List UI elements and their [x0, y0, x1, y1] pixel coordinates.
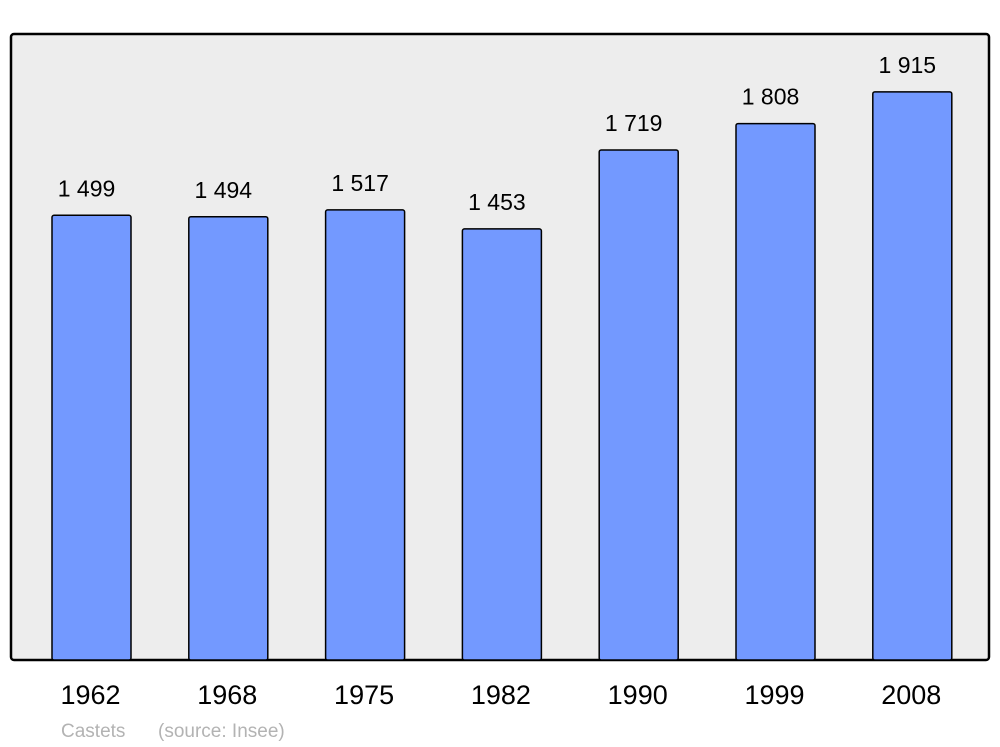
bar-1982: [461, 228, 543, 661]
value-label-2008: 1 915: [879, 52, 937, 78]
bar-1968: [188, 216, 269, 661]
x-tick-label-1975: 1975: [334, 680, 394, 710]
value-label-1962: 1 499: [58, 175, 116, 201]
value-label-1990: 1 719: [605, 110, 663, 136]
x-tick-label-1990: 1990: [608, 680, 668, 710]
footer-place: Castets: [61, 721, 125, 742]
footer-source: (source: Insee): [158, 721, 285, 742]
value-label-1968: 1 494: [195, 177, 253, 203]
x-tick-label-1962: 1962: [60, 680, 120, 710]
bar-1990: [598, 149, 679, 661]
value-label-1982: 1 453: [468, 189, 526, 215]
value-label-1999: 1 808: [742, 84, 800, 110]
bar-1999: [735, 122, 816, 661]
bar-2008: [872, 91, 953, 661]
x-tick-label-2008: 2008: [881, 680, 941, 710]
value-label-1975: 1 517: [331, 170, 389, 196]
bar-1975: [324, 209, 406, 661]
x-tick-label-1999: 1999: [744, 680, 804, 710]
bar-1962: [51, 214, 132, 661]
x-tick-label-1968: 1968: [197, 680, 257, 710]
x-tick-label-1982: 1982: [471, 680, 531, 710]
